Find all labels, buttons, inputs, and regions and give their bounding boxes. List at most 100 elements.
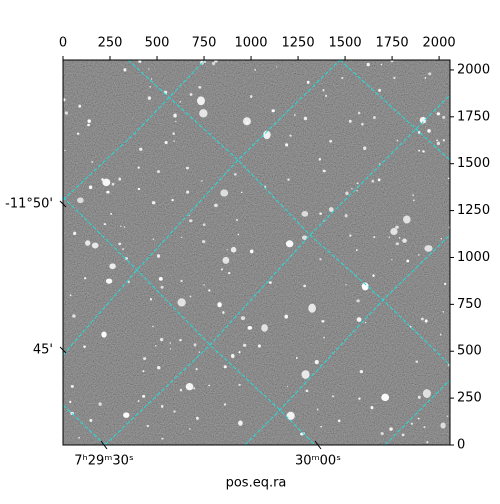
star [301, 370, 310, 379]
star [319, 258, 322, 261]
star [185, 382, 194, 391]
star [323, 336, 325, 339]
star [295, 357, 298, 359]
star [236, 218, 238, 221]
star [175, 120, 177, 122]
star [436, 112, 441, 116]
star [189, 295, 192, 298]
star [356, 299, 360, 303]
star [322, 89, 325, 92]
star [202, 240, 206, 244]
star [72, 314, 76, 318]
star [156, 170, 161, 173]
grid-line [384, 379, 450, 445]
star [189, 428, 191, 430]
star [268, 281, 272, 284]
star [203, 284, 205, 286]
star [424, 77, 427, 79]
star [137, 166, 140, 169]
star [198, 85, 202, 89]
star [422, 150, 425, 153]
x-tick-label: 1750 [376, 36, 409, 51]
star [305, 389, 309, 393]
star [230, 246, 237, 253]
star [417, 417, 420, 420]
star [238, 383, 241, 386]
axes-frame [62, 59, 451, 446]
star [373, 235, 376, 239]
star [348, 119, 352, 123]
dec-tick [59, 346, 67, 354]
star [415, 360, 419, 363]
star [401, 433, 405, 437]
star [442, 115, 446, 119]
star [393, 76, 396, 80]
star [308, 303, 316, 313]
star [390, 228, 398, 235]
star [417, 253, 420, 256]
star [442, 139, 446, 142]
star [424, 245, 433, 252]
star [161, 437, 164, 440]
x-tick-label: 0 [59, 36, 67, 51]
star [160, 404, 164, 408]
star [306, 80, 310, 84]
star [118, 177, 122, 181]
star [341, 76, 344, 79]
star [64, 111, 69, 115]
grid-line [127, 60, 450, 366]
star [329, 139, 333, 143]
star [426, 441, 429, 444]
star [147, 96, 152, 100]
star [64, 149, 66, 152]
star [351, 188, 353, 190]
star [355, 249, 358, 252]
star [149, 86, 151, 88]
star [230, 353, 235, 359]
star [102, 178, 111, 187]
star [261, 324, 268, 332]
star [247, 326, 253, 330]
y-tick-label: 2000 [457, 62, 490, 77]
star [378, 88, 382, 92]
star [156, 254, 161, 258]
star [139, 147, 143, 151]
coordinate-grid [63, 60, 450, 445]
star [222, 256, 230, 264]
star [406, 259, 410, 263]
star [179, 101, 181, 103]
star [286, 385, 289, 388]
y-tick-label: 1750 [457, 109, 490, 124]
x-axis-label: pos.eq.ra [226, 476, 287, 491]
dec-tick-label: -11°50' [5, 197, 53, 212]
ra-tick [100, 440, 108, 450]
star [240, 191, 243, 194]
star [212, 61, 216, 66]
star [173, 410, 176, 413]
y-tick-label: 750 [457, 297, 482, 312]
star [101, 178, 104, 181]
star [143, 357, 147, 361]
star [222, 311, 225, 314]
ra-tick-label: 7ʰ29ᵐ30ˢ [74, 454, 134, 469]
star [196, 96, 205, 106]
star [106, 190, 110, 194]
star [356, 190, 358, 192]
dec-tick [59, 200, 67, 208]
star [179, 338, 182, 342]
x-tick-label: 2000 [423, 36, 456, 51]
star [316, 408, 319, 411]
star [285, 143, 289, 147]
star [110, 212, 113, 215]
star [402, 238, 407, 243]
star [446, 415, 449, 417]
star [249, 249, 254, 254]
star [328, 207, 334, 212]
star [122, 248, 125, 250]
star [152, 325, 154, 328]
star [226, 249, 228, 251]
star [208, 384, 211, 387]
star [412, 199, 415, 202]
y-tick-label: 0 [457, 438, 465, 453]
